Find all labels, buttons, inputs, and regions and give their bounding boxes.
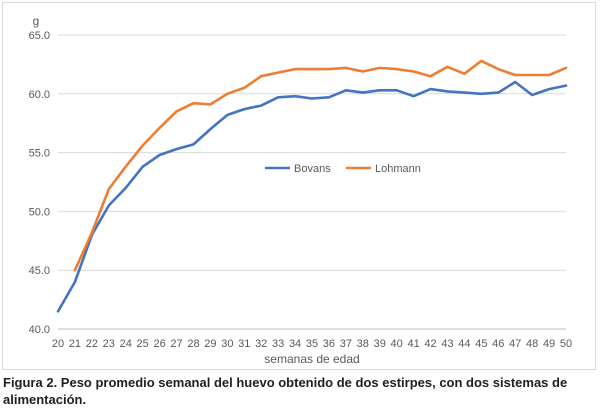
y-tick-label: 50.0 xyxy=(29,206,50,218)
y-tick-label: 40.0 xyxy=(29,324,50,336)
x-tick-label: 21 xyxy=(69,338,81,350)
x-tick-label: 38 xyxy=(357,338,369,350)
x-tick-label: 30 xyxy=(221,338,233,350)
x-tick-label: 44 xyxy=(458,338,470,350)
y-tick-label: 45.0 xyxy=(29,265,50,277)
x-tick-label: 27 xyxy=(170,338,182,350)
x-tick-label: 36 xyxy=(323,338,335,350)
y-tick-label: 60.0 xyxy=(29,89,50,101)
x-tick-label: 45 xyxy=(475,338,487,350)
gridlines xyxy=(58,34,566,330)
x-tick-label: 48 xyxy=(526,338,538,350)
x-tick-label: 39 xyxy=(374,338,386,350)
x-axis-ticks: 20 21 22 23 24 25 26 27 28 29 30 31 32 33 34 35 36 37 38 39… xyxy=(52,338,572,350)
x-tick-label: 31 xyxy=(238,338,250,350)
series-line-bovans xyxy=(56,80,568,313)
x-tick-label: 26 xyxy=(153,338,165,350)
legend-label-bovans: Bovans xyxy=(294,163,331,175)
y-tick-label: 65.0 xyxy=(29,30,50,42)
legend: Bovans Lohmann xyxy=(265,163,421,175)
x-tick-label: 33 xyxy=(272,338,284,350)
x-axis-title: semanas de edad xyxy=(264,352,359,366)
x-tick-label: 50 xyxy=(560,338,572,350)
line-chart: g 40.045.050.055.060.065.0 20 21 22 23 24 25 2… xyxy=(29,14,573,366)
x-tick-label: 40 xyxy=(391,338,403,350)
x-tick-label: 43 xyxy=(441,338,453,350)
x-tick-label: 37 xyxy=(340,338,352,350)
x-tick-label: 46 xyxy=(492,338,504,350)
y-axis-ticks: 40.0 45.0 50.0 55.0 60.0 65.0 xyxy=(29,30,50,336)
legend-label-lohmann: Lohmann xyxy=(375,163,421,175)
series-line-lohmann xyxy=(73,59,568,272)
x-tick-label: 20 xyxy=(52,338,64,350)
x-tick-label: 32 xyxy=(255,338,267,350)
x-tick-label: 42 xyxy=(424,338,436,350)
x-tick-label: 41 xyxy=(407,338,419,350)
x-tick-label: 29 xyxy=(204,338,216,350)
figure-caption: Figura 2. Peso promedio semanal del huev… xyxy=(3,375,568,407)
x-tick-label: 28 xyxy=(187,338,199,350)
x-tick-label: 25 xyxy=(137,338,149,350)
y-axis-unit: g xyxy=(33,14,40,28)
chart-frame xyxy=(2,2,596,370)
x-tick-label: 49 xyxy=(543,338,555,350)
x-tick-label: 22 xyxy=(86,338,98,350)
x-tick-label: 24 xyxy=(120,338,132,350)
y-tick-label: 55.0 xyxy=(29,148,50,160)
series-lines xyxy=(56,59,568,313)
x-tick-label: 35 xyxy=(306,338,318,350)
x-tick-label: 47 xyxy=(509,338,521,350)
x-tick-label: 34 xyxy=(289,338,301,350)
x-tick-label: 23 xyxy=(103,338,115,350)
